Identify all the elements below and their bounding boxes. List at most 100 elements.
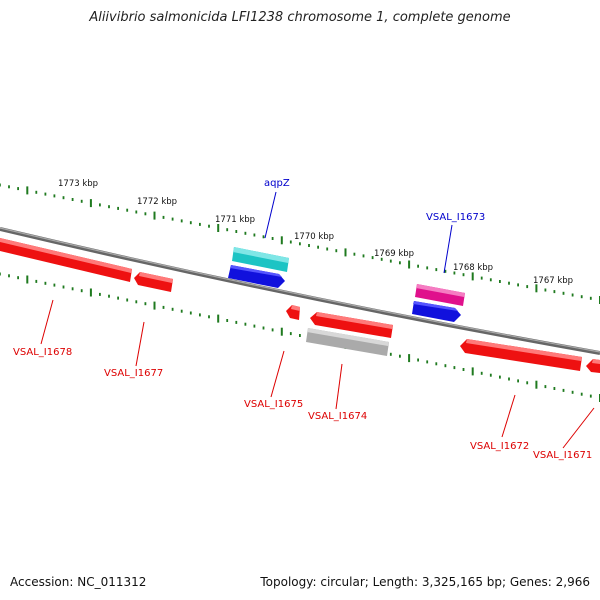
scale-tick	[553, 387, 556, 390]
gene-aqpZ-cyan[interactable]	[232, 247, 289, 272]
scale-tick	[280, 327, 283, 336]
scale-tick	[244, 231, 247, 235]
scale-tick	[480, 276, 483, 280]
scale-tick	[589, 394, 592, 398]
scale-tick	[344, 248, 347, 257]
scale-tick	[399, 354, 401, 358]
scale-tick	[117, 296, 119, 300]
kbp-label: 1771 kbp	[215, 215, 255, 225]
scale-tick	[471, 272, 474, 281]
scale-tick	[35, 190, 38, 194]
scale-tick	[289, 332, 292, 336]
kbp-label: 1770 kbp	[294, 232, 334, 242]
scale-tick	[244, 322, 247, 326]
scale-tick	[571, 293, 574, 297]
scale-tick	[108, 294, 110, 298]
gene-aqpZ[interactable]	[228, 265, 285, 288]
scale-tick	[471, 367, 474, 376]
scale-tick	[544, 288, 547, 292]
kbp-label: 1767 kbp	[533, 276, 573, 286]
gene-label-VSAL_I1678[interactable]: VSAL_I1678	[13, 347, 72, 358]
scale-tick	[326, 247, 329, 251]
upper-tick-row	[0, 183, 600, 304]
scale-tick	[353, 252, 356, 256]
scale-tick	[553, 290, 556, 294]
genome-backbone	[0, 227, 600, 355]
scale-tick	[162, 215, 165, 219]
scale-tick	[317, 245, 319, 249]
scale-tick	[462, 273, 465, 277]
scale-tick	[508, 281, 510, 285]
gene-label-VSAL_I1672[interactable]: VSAL_I1672	[470, 441, 529, 452]
gene-VSAL_I1678[interactable]	[0, 238, 132, 282]
scale-tick	[380, 257, 383, 261]
gene-label-aqpZ[interactable]: aqpZ	[264, 178, 290, 189]
scale-tick	[417, 358, 419, 362]
scale-tick	[580, 392, 583, 396]
scale-tick	[89, 199, 92, 208]
scale-tick	[335, 249, 338, 253]
scale-tick	[435, 362, 438, 366]
map-title: Aliivibrio salmonicida LFI1238 chromosom…	[89, 10, 511, 25]
scale-tick	[389, 352, 392, 356]
scale-tick	[0, 183, 1, 187]
scale-tick	[499, 280, 501, 283]
scale-tick	[444, 364, 447, 368]
scale-tick	[17, 276, 19, 280]
scale-tick	[144, 302, 147, 306]
scale-tick	[462, 368, 465, 371]
scale-tick	[62, 285, 65, 289]
scale-tick	[271, 237, 274, 240]
gene-label-VSAL_I1673[interactable]: VSAL_I1673	[426, 212, 485, 223]
scale-tick	[26, 275, 29, 284]
scale-tick	[99, 203, 101, 207]
gene-label-VSAL_I1674[interactable]: VSAL_I1674	[308, 411, 367, 422]
gene-labels: aqpZ VSAL_I1673 VSAL_I1678 VSAL_I1677 VS…	[13, 178, 592, 461]
scale-tick	[80, 289, 83, 293]
gene-label-VSAL_I1677[interactable]: VSAL_I1677	[104, 368, 163, 379]
scale-tick	[226, 228, 229, 232]
scale-tick	[171, 307, 174, 311]
scale-tick	[208, 315, 210, 319]
scale-tick	[71, 198, 74, 201]
scale-tick	[562, 291, 565, 295]
scale-tick	[489, 278, 492, 282]
scale-tick	[426, 266, 429, 270]
gene-VSAL_I1674[interactable]	[310, 312, 393, 338]
gene-VSAL_I1671[interactable]	[586, 359, 600, 373]
scale-tick	[189, 311, 192, 315]
gene-VSAL_I1675[interactable]	[286, 305, 300, 320]
scale-tick	[189, 221, 192, 225]
scale-tick	[53, 194, 56, 198]
gene-label-VSAL_I1671[interactable]: VSAL_I1671	[533, 450, 592, 461]
scale-tick	[44, 281, 47, 285]
scale-tick	[235, 230, 238, 233]
gene-VSAL_I1677[interactable]	[134, 272, 173, 292]
scale-tick	[580, 295, 583, 299]
gene-VSAL_I1674-grey[interactable]	[306, 328, 389, 356]
gene-VSAL_I1672[interactable]	[460, 339, 582, 371]
scale-tick	[262, 235, 265, 239]
kbp-labels: 1773 kbp 1772 kbp 1771 kbp 1770 kbp 1769…	[58, 179, 573, 286]
kbp-label: 1769 kbp	[374, 249, 414, 259]
scale-tick	[135, 210, 138, 214]
scale-tick	[180, 309, 183, 313]
scale-tick	[0, 272, 1, 276]
scale-tick	[153, 301, 156, 310]
scale-tick	[389, 259, 392, 263]
scale-tick	[508, 377, 510, 381]
scale-tick	[144, 212, 147, 216]
scale-tick	[280, 236, 283, 245]
gene-VSAL_I1673-magenta[interactable]	[415, 284, 465, 306]
scale-tick	[35, 279, 38, 283]
gene-label-VSAL_I1675[interactable]: VSAL_I1675	[244, 399, 303, 410]
scale-tick	[53, 283, 56, 287]
scale-tick	[544, 385, 547, 389]
scale-tick	[426, 360, 429, 364]
scale-tick	[489, 373, 492, 377]
scale-tick	[199, 222, 201, 226]
gene-VSAL_I1673[interactable]	[412, 301, 461, 322]
scale-tick	[17, 187, 19, 191]
scale-tick	[535, 284, 538, 293]
scale-tick	[108, 205, 110, 209]
